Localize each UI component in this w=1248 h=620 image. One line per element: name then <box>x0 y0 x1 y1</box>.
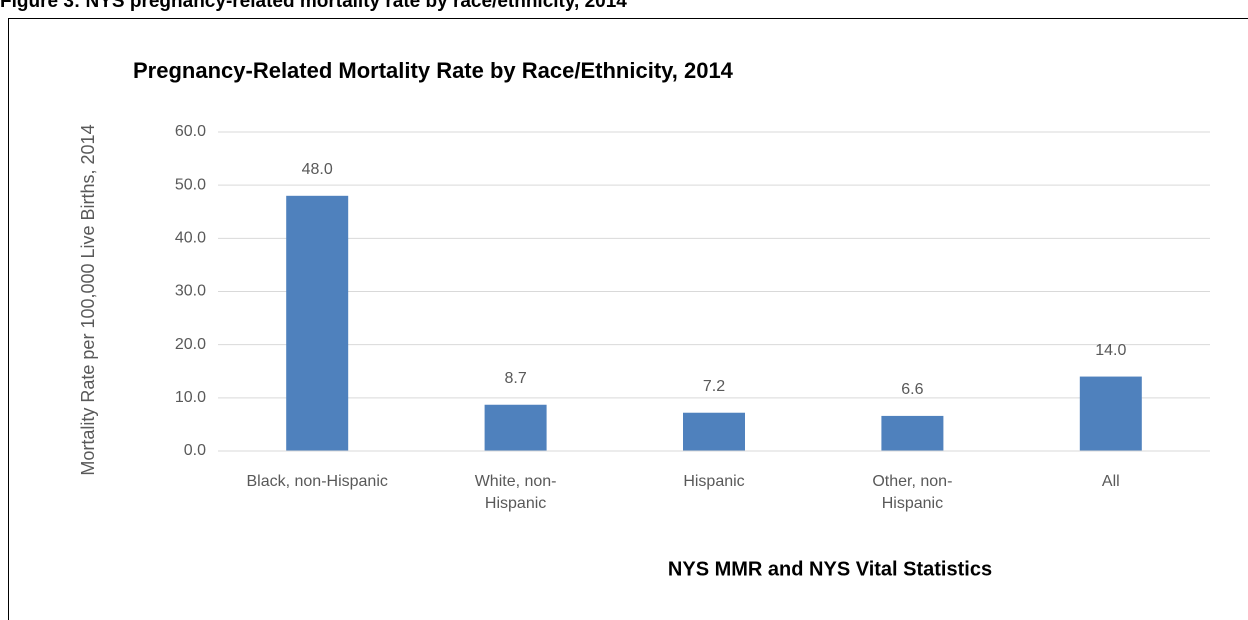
x-tick-label: Hispanic <box>683 473 745 490</box>
y-tick-label: 10.0 <box>175 389 206 406</box>
x-tick-label: All <box>1101 473 1120 490</box>
y-tick-label: 0.0 <box>184 442 206 459</box>
y-tick-label: 50.0 <box>175 176 206 193</box>
x-axis-label: NYS MMR and NYS Vital Statistics <box>667 558 993 581</box>
data-label: 7.2 <box>703 378 725 395</box>
chart-title: Pregnancy-Related Mortality Rate by Race… <box>133 58 734 83</box>
figure-heading: Figure 3: NYS pregnancy-related mortalit… <box>0 0 627 12</box>
data-label: 14.0 <box>1095 342 1126 359</box>
data-label: 48.0 <box>302 161 333 178</box>
bar <box>881 415 944 451</box>
bar <box>683 412 745 451</box>
y-tick-label: 20.0 <box>175 336 206 353</box>
x-tick-label: Black, non-Hispanic <box>246 473 388 490</box>
y-tick-label: 30.0 <box>175 283 206 300</box>
y-tick-label: 60.0 <box>175 123 206 140</box>
data-label: 6.6 <box>901 381 923 398</box>
bar <box>286 195 349 451</box>
chart-frame <box>8 18 1248 620</box>
y-axis-label: Mortality Rate per 100,000 Live Births, … <box>78 124 98 476</box>
y-tick-label: 40.0 <box>175 230 206 247</box>
bar <box>1079 376 1142 451</box>
bar <box>484 404 547 451</box>
x-tick-label: White, non-Hispanic <box>474 473 557 512</box>
data-label: 8.7 <box>504 370 526 387</box>
x-tick-label: Other, non-Hispanic <box>872 473 953 512</box>
